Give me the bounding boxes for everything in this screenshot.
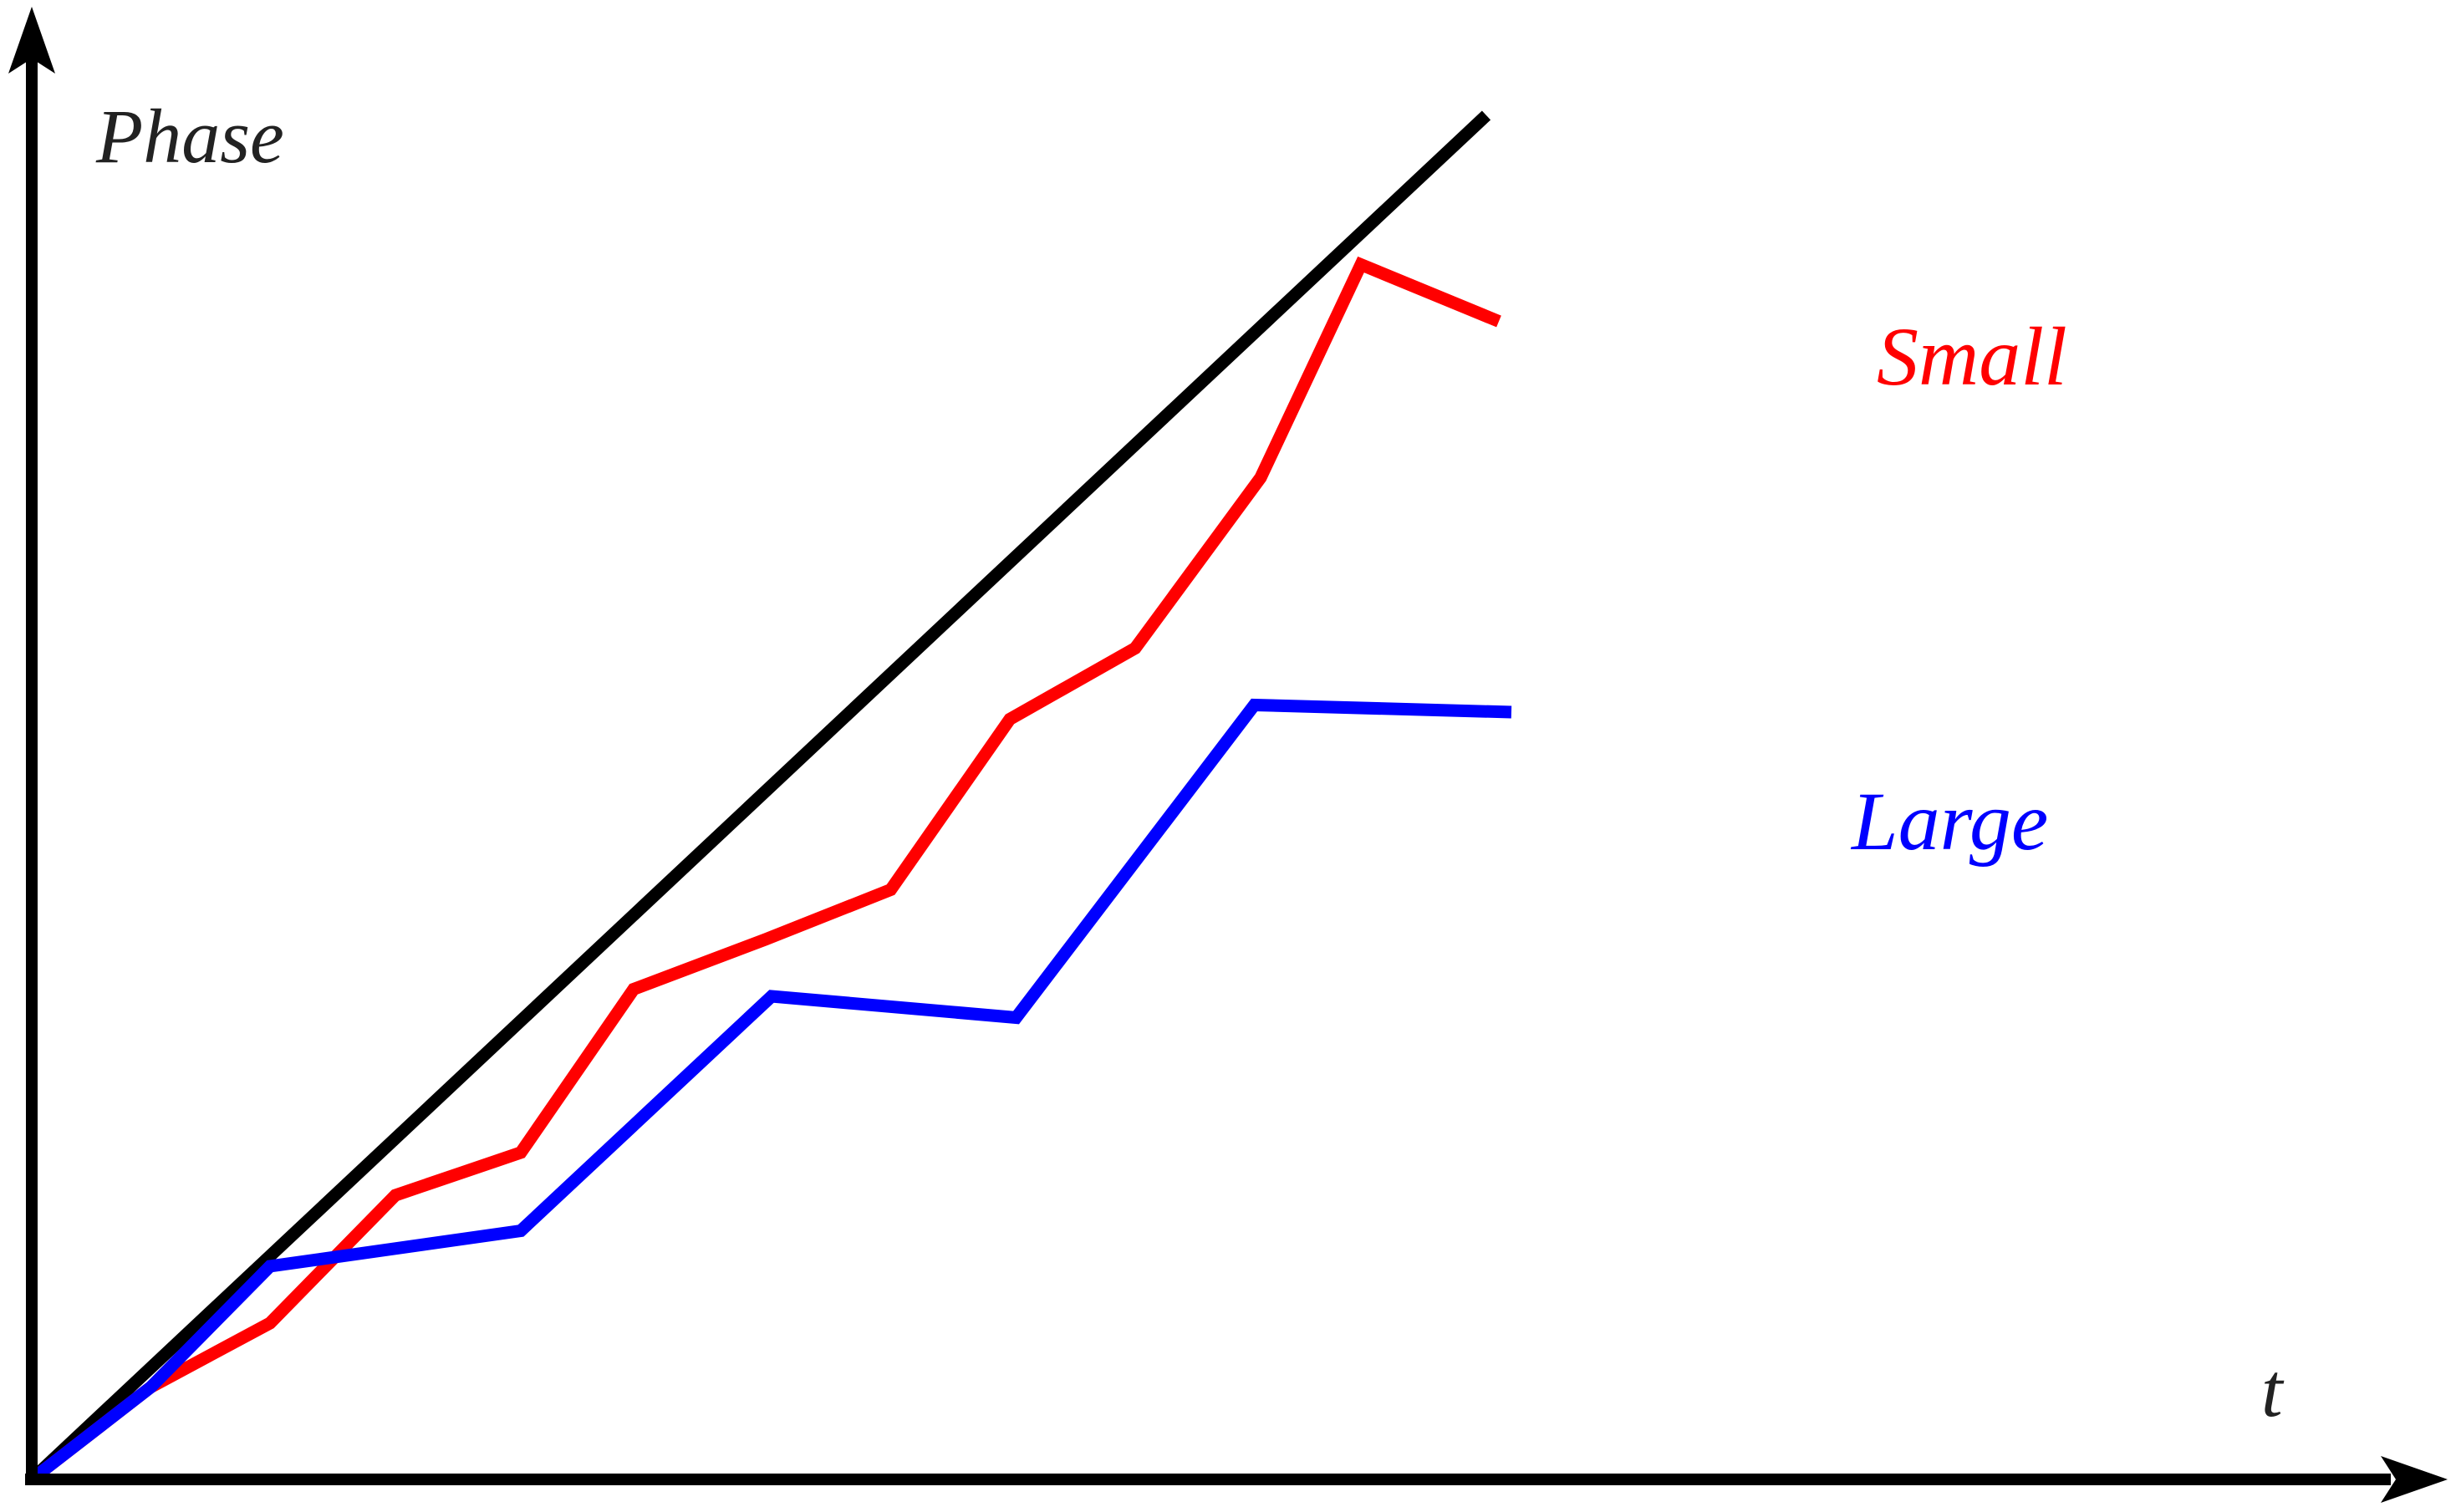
y-axis-arrowhead bbox=[8, 7, 55, 74]
series-label-large: Large bbox=[1850, 775, 2048, 868]
x-axis-label: t bbox=[2261, 1347, 2285, 1433]
x-axis-arrowhead bbox=[2381, 1456, 2448, 1503]
series-line-small bbox=[28, 256, 1501, 1484]
series-line-large bbox=[28, 698, 1512, 1484]
series-label-small: Small bbox=[1877, 310, 2067, 403]
y-axis-label: Phase bbox=[95, 94, 284, 179]
series-line-reference bbox=[27, 110, 1491, 1484]
series-layer bbox=[27, 110, 1512, 1484]
